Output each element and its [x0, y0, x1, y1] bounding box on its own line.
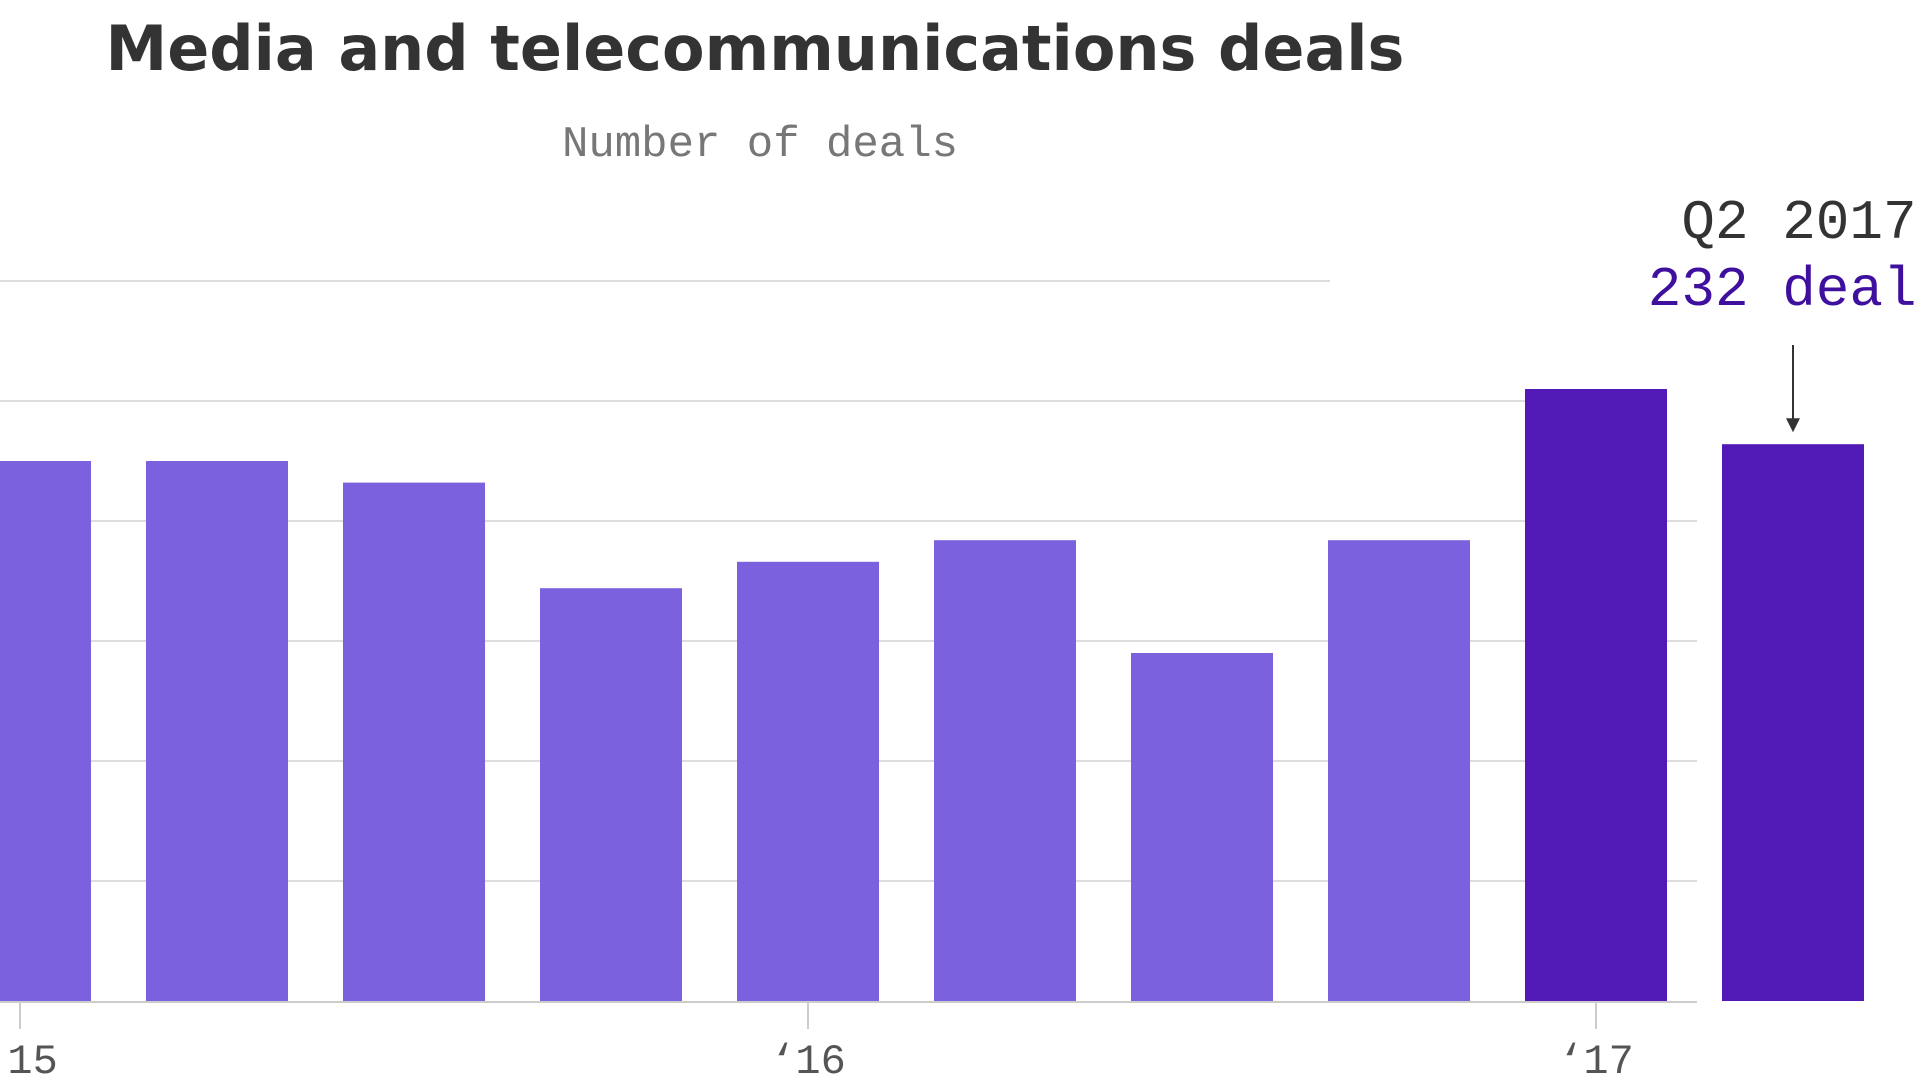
bar-q3-2015: [343, 482, 485, 1002]
annotation: Q2 2017 232 deals: [1648, 191, 1920, 433]
x-tick-label: ‘17: [1558, 1038, 1634, 1080]
bar-q2-2017: [1722, 444, 1864, 1001]
bar-q1-2015: [0, 461, 91, 1001]
bar-q2-2015: [146, 461, 288, 1001]
x-tick-label: ‘16: [770, 1038, 846, 1080]
bar-q4-2015: [540, 588, 682, 1001]
bar-q3-2016: [1131, 653, 1273, 1001]
annotation-arrow-head: [1786, 418, 1800, 433]
x-axis: ‘15 ‘16 ‘17: [0, 1001, 1697, 1080]
bar-q2-2016: [934, 540, 1076, 1001]
annotation-value: 232 deals: [1648, 258, 1920, 322]
bar-q1-2016: [737, 561, 879, 1001]
chart-title: Media and telecommunications deals: [106, 12, 1405, 85]
bar-q1-2017: [1525, 389, 1667, 1001]
annotation-quarter: Q2 2017: [1681, 191, 1916, 255]
chart-subtitle: Number of deals: [562, 120, 958, 170]
bars: [0, 389, 1864, 1002]
bar-q4-2016: [1328, 540, 1470, 1001]
x-tick-label: ‘15: [0, 1038, 58, 1080]
